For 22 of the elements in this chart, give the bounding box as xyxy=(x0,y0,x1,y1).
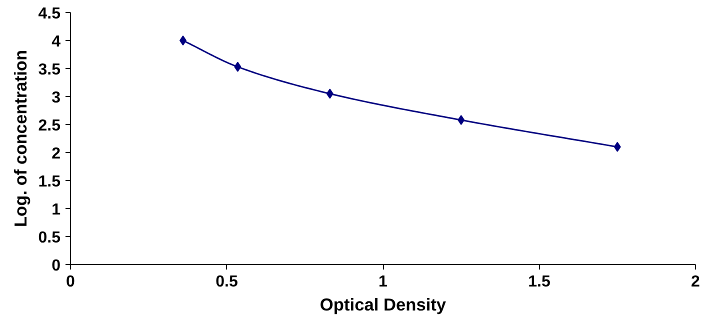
y-tick-label: 3.5 xyxy=(38,62,61,78)
y-axis-title: Log. of concentration xyxy=(10,50,30,228)
x-tick-label: 1.5 xyxy=(528,274,550,290)
point xyxy=(458,115,465,126)
y-tick-label: 1 xyxy=(52,202,61,218)
x-tick-label: 1 xyxy=(378,274,388,290)
y-tick-label: 0 xyxy=(52,258,61,274)
x-tick-label: 0.5 xyxy=(216,274,238,290)
point xyxy=(614,142,621,152)
point xyxy=(234,62,242,72)
y-tick-label: 4 xyxy=(52,34,61,50)
x-tick-label: 0 xyxy=(66,274,76,290)
point xyxy=(180,36,186,46)
y-tick-label: 3 xyxy=(52,90,61,106)
y-tick-label: 0.5 xyxy=(38,230,61,246)
x-tick-label: 2 xyxy=(691,274,700,290)
y-tick-label: 2.5 xyxy=(38,118,61,134)
point xyxy=(326,88,334,99)
y-tick-label: 4.5 xyxy=(38,6,61,22)
x-axis-title: Optical Density xyxy=(320,294,446,314)
y-tick-label: 1.5 xyxy=(38,174,61,190)
y-tick-label: 2 xyxy=(52,146,61,162)
